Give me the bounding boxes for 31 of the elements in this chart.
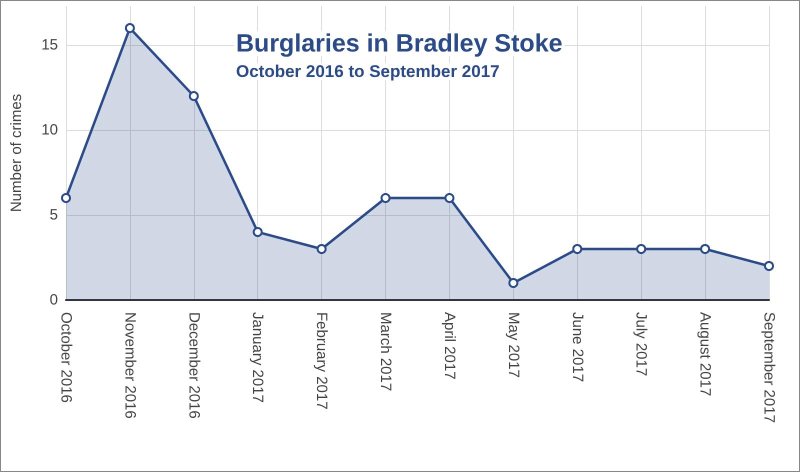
x-tick-label: September 2017 xyxy=(760,312,778,423)
x-tick-label: May 2017 xyxy=(504,312,522,378)
x-tick-label: January 2017 xyxy=(249,312,266,403)
x-tick-label: March 2017 xyxy=(377,312,394,392)
y-axis-title: Number of crimes xyxy=(8,94,25,212)
point xyxy=(572,244,582,254)
x-tick-label: October 2016 xyxy=(58,312,74,403)
x-tick-label: November 2016 xyxy=(121,312,138,419)
y-tick-label: 5 xyxy=(50,206,58,224)
point xyxy=(61,193,71,204)
y-tick-label: 15 xyxy=(41,36,58,54)
point xyxy=(764,261,774,272)
point xyxy=(316,244,327,254)
point xyxy=(380,193,391,204)
text: Burglaries in Bradley Stoke xyxy=(236,30,563,58)
point xyxy=(252,227,263,238)
y-tick-label: 0 xyxy=(50,292,58,308)
point xyxy=(636,244,646,254)
x-tick-label: August 2017 xyxy=(696,312,714,396)
x-tick-label: June 2017 xyxy=(568,312,586,382)
point xyxy=(188,91,199,102)
x-tick-label: July 2017 xyxy=(632,312,650,376)
point xyxy=(124,23,135,34)
point xyxy=(700,244,710,254)
point xyxy=(444,193,454,204)
y-tick-label: 10 xyxy=(41,122,58,139)
x-tick-label: December 2016 xyxy=(185,312,202,419)
x-tick-label: April 2017 xyxy=(440,312,458,380)
text: October 2016 to September 2017 xyxy=(236,62,500,81)
point xyxy=(508,278,518,288)
x-tick-label: February 2017 xyxy=(313,312,330,410)
